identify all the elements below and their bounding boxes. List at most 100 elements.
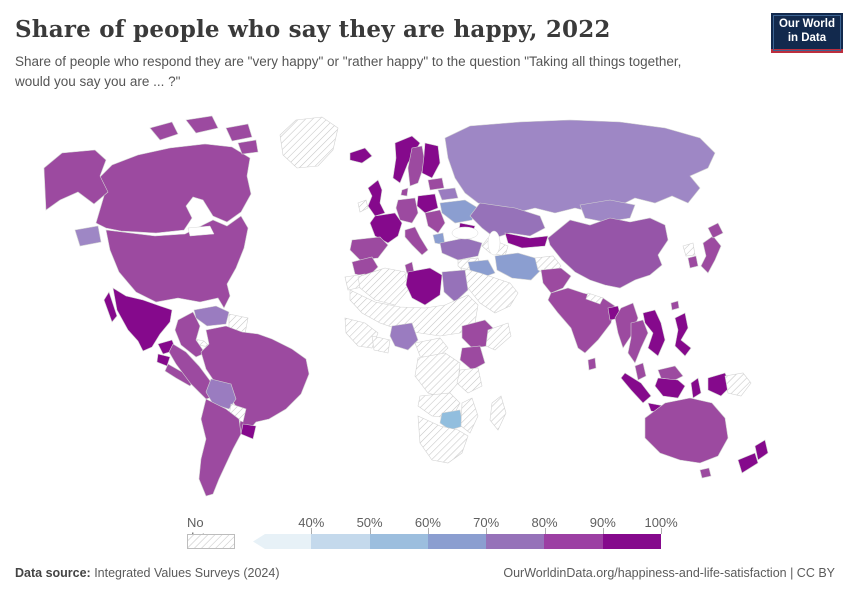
legend-bin-80%[interactable] xyxy=(486,534,545,549)
country-egypt[interactable] xyxy=(441,269,469,303)
country-denmark[interactable] xyxy=(400,187,409,197)
legend-tick-label: 100% xyxy=(644,515,678,530)
country-canada[interactable] xyxy=(95,143,252,234)
country-germany[interactable] xyxy=(395,197,419,224)
country-italy[interactable] xyxy=(404,226,429,256)
legend-tick-label: 90% xyxy=(589,515,616,530)
country-madagascar[interactable] xyxy=(489,395,507,431)
country-bolivia[interactable] xyxy=(205,378,237,410)
legend-labels: 40% 50% 60% 70% 80% 90% 100% xyxy=(253,514,678,534)
data-source-value: Integrated Values Surveys (2024) xyxy=(90,566,280,580)
legend-bin-100%[interactable] xyxy=(602,534,661,549)
country-belarus[interactable] xyxy=(437,187,459,201)
country-kenya[interactable] xyxy=(459,345,486,371)
country-japan-hokkaido[interactable] xyxy=(707,222,724,239)
country-libya[interactable] xyxy=(405,267,443,306)
country-mexico-baja[interactable] xyxy=(103,291,118,323)
world-map xyxy=(0,108,850,505)
country-usa[interactable] xyxy=(105,215,249,309)
country-south-africa[interactable] xyxy=(417,415,469,464)
country-north-korea[interactable] xyxy=(682,242,696,257)
legend-tick-label: 40% xyxy=(298,515,325,530)
country-indonesia-sulawesi[interactable] xyxy=(690,377,702,399)
country-indonesia-borneo[interactable] xyxy=(654,377,686,399)
country-japan[interactable] xyxy=(700,235,722,274)
country-ireland[interactable] xyxy=(357,199,369,213)
country-indonesia-sumatra[interactable] xyxy=(620,372,652,404)
country-uk[interactable] xyxy=(367,179,386,217)
legend-bin-40%[interactable] xyxy=(253,534,312,549)
country-canada-arctic-island[interactable] xyxy=(225,123,253,142)
country-sweden[interactable] xyxy=(407,145,426,187)
country-mongolia[interactable] xyxy=(579,199,636,223)
country-dr-congo[interactable] xyxy=(414,352,461,399)
chart-footer: Data source: Integrated Values Surveys (… xyxy=(15,566,835,580)
legend-tick-label: 80% xyxy=(531,515,558,530)
legend-tick-mark xyxy=(369,528,371,534)
legend-bin-70%[interactable] xyxy=(427,534,487,549)
country-zimbabwe[interactable] xyxy=(439,409,464,431)
country-thailand[interactable] xyxy=(627,319,649,364)
country-brazil[interactable] xyxy=(200,325,310,435)
country-south-korea[interactable] xyxy=(687,255,699,269)
country-greenland[interactable] xyxy=(279,116,339,169)
country-turkey[interactable] xyxy=(439,237,483,261)
legend-tick-mark xyxy=(311,528,313,534)
country-taiwan[interactable] xyxy=(670,300,680,311)
country-nigeria[interactable] xyxy=(389,322,419,351)
country-spain-portugal[interactable] xyxy=(349,236,389,261)
country-france[interactable] xyxy=(369,212,403,244)
country-australia[interactable] xyxy=(644,397,729,464)
country-algeria[interactable] xyxy=(357,267,409,306)
country-papua-new-guinea[interactable] xyxy=(724,372,752,397)
legend-bin-50%[interactable] xyxy=(311,534,370,549)
country-balkans[interactable] xyxy=(424,209,446,234)
country-new-zealand-south[interactable] xyxy=(737,452,759,474)
country-canada-arctic-island[interactable] xyxy=(185,115,219,134)
legend-no-data-swatch[interactable] xyxy=(187,534,235,549)
country-canada-arctic-island[interactable] xyxy=(237,139,259,155)
country-new-zealand-north[interactable] xyxy=(754,439,769,461)
country-tanzania[interactable] xyxy=(456,367,483,394)
country-russia[interactable] xyxy=(444,119,716,214)
legend-bin-60%[interactable] xyxy=(369,534,428,549)
legend-tick-mark xyxy=(602,528,604,534)
country-india[interactable] xyxy=(547,287,616,354)
country-argentina-chile[interactable] xyxy=(198,398,242,497)
country-finland[interactable] xyxy=(421,142,441,179)
country-iran[interactable] xyxy=(494,252,542,281)
country-tasmania[interactable] xyxy=(699,467,712,479)
country-nepal[interactable] xyxy=(585,292,604,305)
country-baltics[interactable] xyxy=(427,177,445,191)
country-vietnam[interactable] xyxy=(642,309,666,357)
country-poland[interactable] xyxy=(416,193,439,214)
black-sea xyxy=(451,226,479,240)
country-myanmar[interactable] xyxy=(614,302,639,349)
country-philippines[interactable] xyxy=(674,312,692,357)
country-ukraine[interactable] xyxy=(439,199,479,224)
country-malaysia-borneo[interactable] xyxy=(657,365,684,381)
country-iceland[interactable] xyxy=(349,147,373,164)
country-usa-alaska[interactable] xyxy=(43,149,109,211)
legend-tick-mark xyxy=(544,528,546,534)
country-somalia[interactable] xyxy=(485,322,512,351)
country-russia-chukotka[interactable] xyxy=(74,225,102,247)
country-ghana-ivory-coast[interactable] xyxy=(371,335,391,354)
country-pakistan[interactable] xyxy=(540,267,572,294)
country-uruguay[interactable] xyxy=(240,423,257,440)
country-kazakhstan[interactable] xyxy=(469,202,546,239)
legend-tick-mark xyxy=(661,528,663,534)
legend-bin-90%[interactable] xyxy=(544,534,603,549)
country-uzbekistan-kyrgyzstan[interactable] xyxy=(504,232,549,249)
legend-tick-mark xyxy=(427,528,429,534)
country-canada-arctic-island[interactable] xyxy=(149,121,179,141)
country-malaysia-peninsula[interactable] xyxy=(634,362,647,381)
country-venezuela[interactable] xyxy=(193,305,230,327)
country-mexico[interactable] xyxy=(112,287,173,352)
country-china[interactable] xyxy=(547,217,669,289)
country-west-africa[interactable] xyxy=(344,317,379,349)
owid-logo: Our World in Data xyxy=(771,13,843,53)
country-sri-lanka[interactable] xyxy=(587,357,597,371)
country-mozambique[interactable] xyxy=(460,397,479,434)
